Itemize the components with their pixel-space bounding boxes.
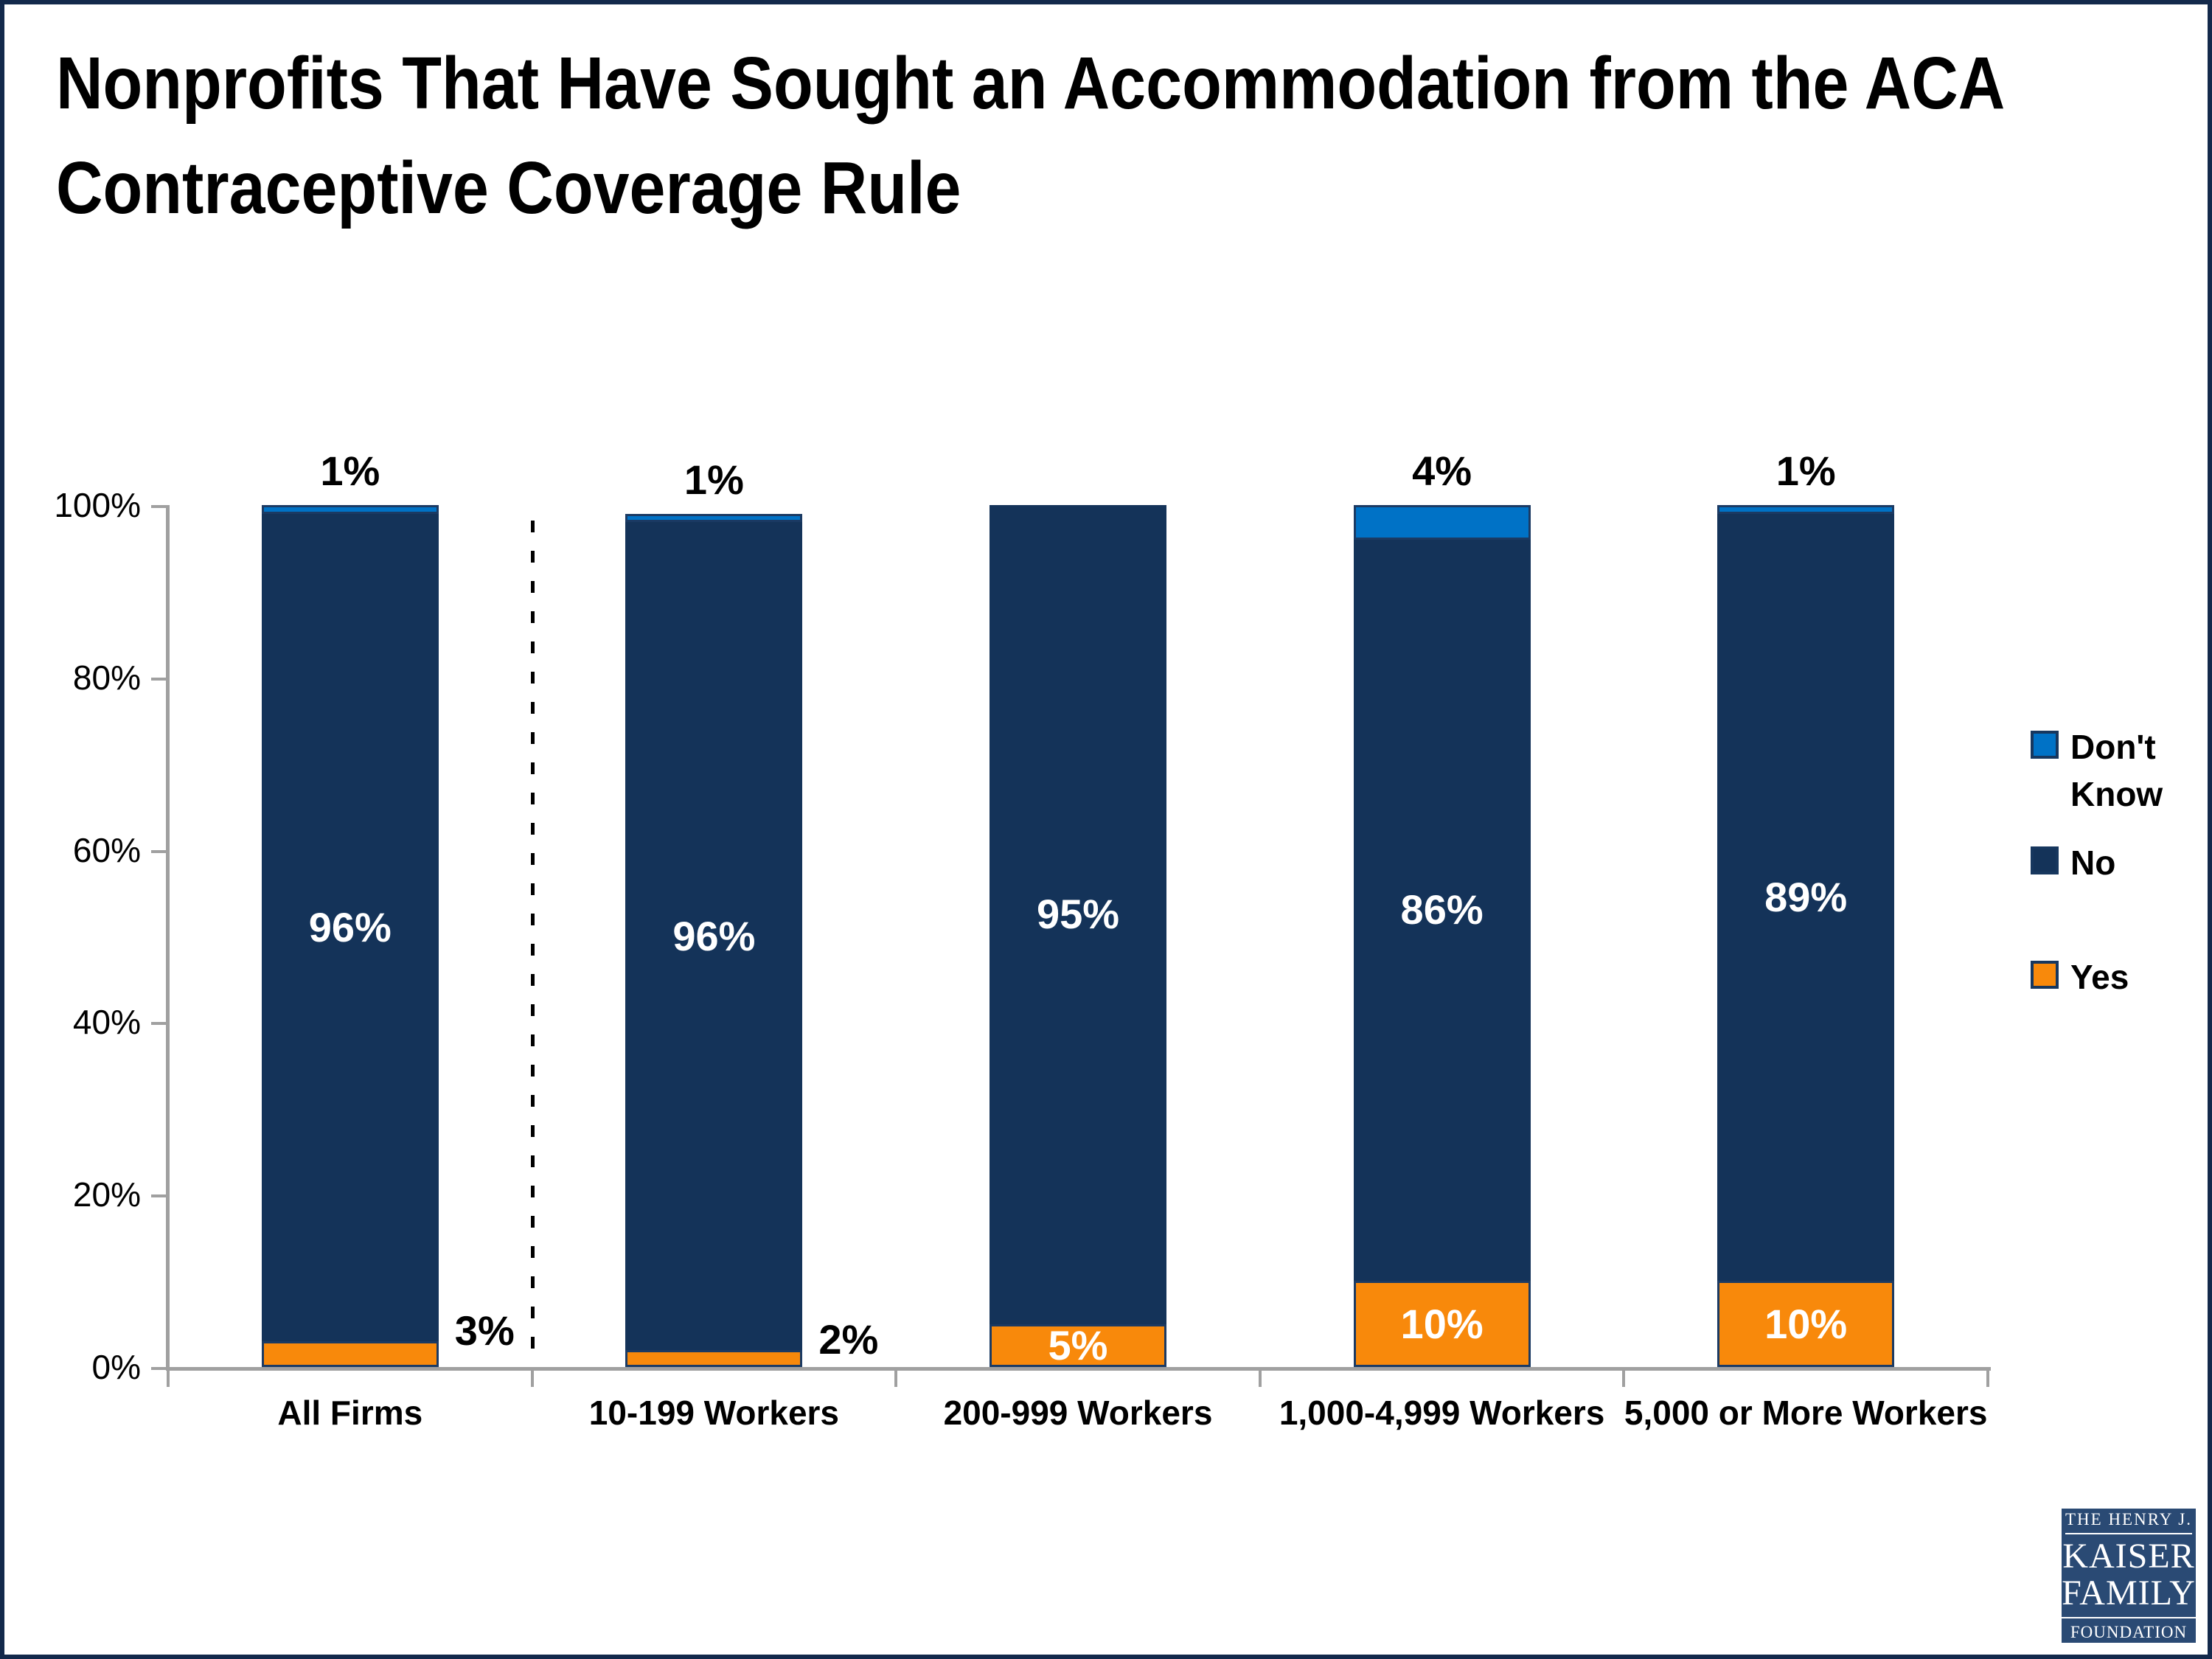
data-label-don-t-know-all-firms: 1% xyxy=(320,448,380,494)
legend-label-don-t-know: Don't Know xyxy=(2070,728,2163,813)
legend-swatch-yes xyxy=(2031,961,2059,989)
y-axis-tick-label: 80% xyxy=(72,658,141,697)
data-label-don-t-know-10-199-workers: 1% xyxy=(684,456,744,503)
category-label-all-firms: All Firms xyxy=(277,1394,423,1432)
data-label-yes-1-000-4-999-workers: 10% xyxy=(1400,1300,1484,1347)
bar-segment-yes-10-199-workers xyxy=(625,1349,803,1367)
category-label-1-000-4-999-workers: 1,000-4,999 Workers xyxy=(1279,1394,1605,1432)
data-label-no-5-000-or-more-workers: 89% xyxy=(1764,873,1848,920)
bar-segment-no-200-999-workers xyxy=(990,505,1166,1324)
x-axis-tick xyxy=(1622,1371,1626,1387)
y-axis-tick xyxy=(151,1022,166,1026)
data-label-no-all-firms: 96% xyxy=(308,903,392,950)
legend-swatch-don-t-know xyxy=(2031,731,2059,759)
bar-segment-yes-5-000-or-more-workers xyxy=(1717,1281,1895,1367)
chart-title-line-2: Contraceptive Coverage Rule xyxy=(56,147,961,229)
x-axis-tick xyxy=(894,1371,898,1387)
legend-item-no: No xyxy=(2031,839,2208,886)
category-separator-dashed-line xyxy=(530,521,535,1367)
x-axis-tick xyxy=(530,1371,534,1387)
bar-segment-no-1-000-4-999-workers xyxy=(1353,539,1531,1281)
chart-title: Nonprofits That Have Sought an Accommoda… xyxy=(56,31,2005,240)
bar-segment-don-t-know-all-firms xyxy=(261,505,439,514)
x-axis-tick xyxy=(1258,1371,1262,1387)
category-label-10-199-workers: 10-199 Workers xyxy=(588,1394,840,1432)
bar-segment-no-5-000-or-more-workers xyxy=(1717,513,1895,1281)
kaiser-family-foundation-logo: THE HENRY J. KAISER FAMILY FOUNDATION xyxy=(2062,1509,2196,1643)
y-axis-tick xyxy=(151,1367,166,1370)
chart-plot-area: 100% 80% 60% 40% 20% 0% All Firms 10-199 Worker… xyxy=(4,4,2208,1655)
bar-segment-yes-all-firms xyxy=(261,1340,439,1367)
y-axis-tick xyxy=(151,849,166,853)
y-axis-tick-label: 0% xyxy=(91,1348,141,1386)
data-label-don-t-know-1-000-4-999-workers: 4% xyxy=(1412,448,1472,494)
y-axis-tick-label: 100% xyxy=(54,486,141,524)
category-label-200-999-workers: 200-999 Workers xyxy=(943,1394,1213,1432)
logo-line-the-henry-j: THE HENRY J. xyxy=(2065,1510,2192,1534)
legend-swatch-no xyxy=(2031,846,2059,874)
logo-line-foundation: FOUNDATION xyxy=(2070,1622,2188,1641)
data-label-no-200-999-workers: 95% xyxy=(1036,891,1120,938)
bar-segment-don-t-know-10-199-workers xyxy=(625,513,803,523)
logo-line-kaiser: KAISER xyxy=(2062,1536,2195,1576)
data-label-yes-all-firms: 3% xyxy=(454,1307,515,1354)
y-axis-tick-label: 40% xyxy=(72,1003,141,1042)
category-label-5-000-or-more-workers: 5,000 or More Workers xyxy=(1624,1394,1988,1432)
legend-item-don-t-know: Don't Know xyxy=(2031,723,2208,818)
y-axis-tick xyxy=(151,677,166,681)
data-label-yes-10-199-workers: 2% xyxy=(818,1315,879,1363)
y-axis-tick-label: 20% xyxy=(72,1175,141,1214)
y-axis-line xyxy=(166,505,170,1371)
data-label-yes-200-999-workers: 5% xyxy=(1048,1321,1108,1368)
x-axis-tick xyxy=(167,1371,170,1387)
bar-segment-no-all-firms xyxy=(261,513,439,1341)
data-label-no-1-000-4-999-workers: 86% xyxy=(1400,886,1484,933)
bar-segment-don-t-know-5-000-or-more-workers xyxy=(1717,505,1895,514)
y-axis-tick xyxy=(151,1194,166,1198)
chart-title-line-1: Nonprofits That Have Sought an Accommoda… xyxy=(56,42,2006,125)
data-label-no-10-199-workers: 96% xyxy=(672,912,756,959)
legend-label-yes: Yes xyxy=(2070,958,2129,996)
y-axis-tick xyxy=(151,505,166,508)
y-axis-tick-label: 60% xyxy=(72,830,141,869)
x-axis-tick xyxy=(1986,1371,1989,1387)
bar-segment-yes-200-999-workers xyxy=(990,1324,1166,1367)
bar-segment-yes-1-000-4-999-workers xyxy=(1353,1281,1531,1367)
bar-segment-no-10-199-workers xyxy=(625,522,803,1350)
legend-item-yes: Yes xyxy=(2031,953,2208,1001)
bar-segment-don-t-know-1-000-4-999-workers xyxy=(1353,505,1531,540)
data-label-yes-5-000-or-more-workers: 10% xyxy=(1764,1300,1848,1347)
data-label-don-t-know-5-000-or-more-workers: 1% xyxy=(1775,448,1836,494)
legend-label-no: No xyxy=(2070,844,2116,882)
x-axis-line xyxy=(166,1367,1991,1371)
logo-line-family: FAMILY xyxy=(2062,1574,2196,1618)
